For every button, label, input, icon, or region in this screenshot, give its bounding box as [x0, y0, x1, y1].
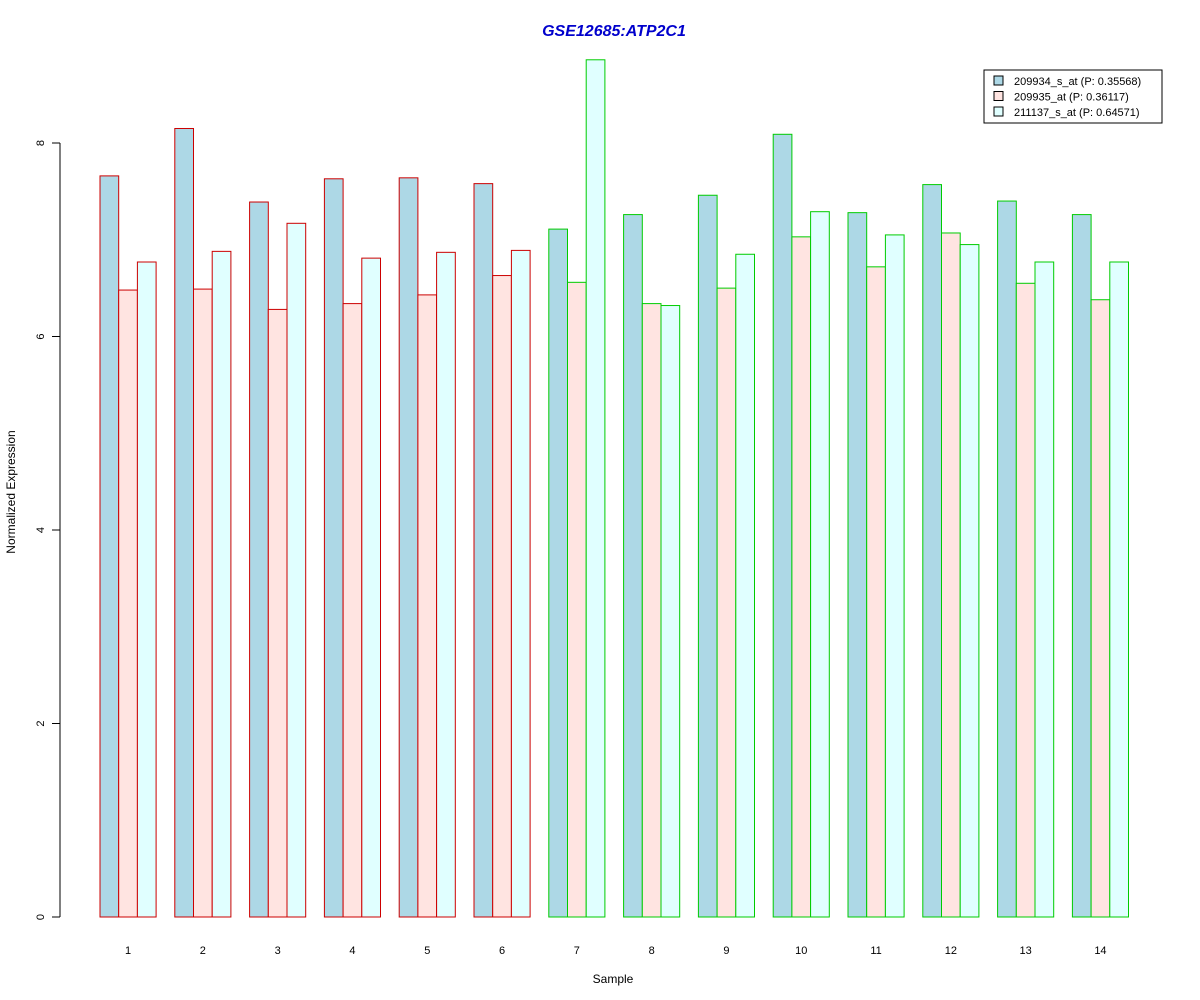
bar-sample-6-series-1: [473, 183, 494, 918]
bar-sample-3-series-3: [286, 222, 307, 918]
bar-sample-13-series-3: [1034, 261, 1055, 918]
y-axis: 0 2 4 6 8: [35, 140, 61, 920]
bar-sample-6-series-3: [510, 249, 531, 918]
legend-box: [983, 69, 1163, 124]
bar-sample-5-series-2: [417, 294, 438, 918]
x-tick-labels: 1 2 3 4 5 6 7 8 9 10 11 12 13 14: [125, 945, 1107, 957]
bar-sample-13-series-1: [997, 200, 1017, 918]
bar-sample-5-series-3: [436, 251, 456, 918]
y-tick-label: 2: [35, 720, 47, 726]
bar-sample-2-series-2: [193, 288, 213, 918]
bar-sample-2-series-3: [211, 250, 232, 918]
x-tick-label: 8: [649, 945, 655, 957]
bar-sample-9-series-3: [735, 253, 755, 918]
bar-sample-8-series-1: [623, 214, 643, 918]
x-tick-label: 10: [795, 945, 807, 957]
x-tick-label: 9: [723, 945, 729, 957]
bar-sample-12-series-1: [922, 184, 942, 918]
bar-sample-7-series-3: [585, 59, 606, 918]
bar-sample-14-series-3: [1109, 261, 1130, 918]
bar-sample-11-series-2: [866, 266, 886, 918]
bar-sample-8-series-3: [660, 305, 681, 918]
bar-sample-14-series-1: [1071, 214, 1092, 918]
bar-sample-4-series-1: [323, 178, 344, 918]
x-tick-label: 7: [574, 945, 580, 957]
bar-sample-3-series-2: [267, 308, 288, 918]
bar-sample-8-series-2: [641, 303, 662, 918]
bar-sample-12-series-3: [959, 244, 980, 918]
x-axis-label: Sample: [593, 972, 634, 986]
bar-sample-12-series-2: [941, 232, 961, 918]
bar-sample-7-series-1: [548, 228, 568, 918]
bar-sample-10-series-2: [791, 236, 812, 918]
bar-sample-10-series-1: [772, 133, 793, 918]
legend-item-label: 211137_s_at (P: 0.64571): [1014, 107, 1140, 119]
y-tick-label: 0: [35, 914, 47, 920]
bar-sample-11-series-3: [884, 234, 905, 918]
bar-sample-2-series-1: [174, 127, 195, 918]
bar-sample-9-series-1: [697, 194, 718, 918]
bar-sample-10-series-3: [810, 211, 830, 918]
legend-swatch: [993, 106, 1004, 117]
bars-group: [99, 59, 1130, 918]
x-tick-label: 5: [424, 945, 430, 957]
bar-sample-1-series-1: [99, 175, 120, 918]
x-tick-label: 13: [1020, 945, 1032, 957]
bar-sample-1-series-2: [118, 289, 138, 918]
legend-item-label: 209934_s_at (P: 0.35568): [1014, 76, 1141, 88]
legend-swatch: [993, 75, 1004, 86]
x-tick-label: 6: [499, 945, 505, 957]
y-axis-label: Normalized Expression: [4, 430, 18, 553]
y-tick-label: 4: [35, 527, 47, 533]
y-tick-label: 8: [35, 140, 47, 146]
y-tick-label: 6: [35, 333, 47, 339]
legend: 209934_s_at (P: 0.35568) 209935_at (P: 0.…: [983, 69, 1163, 124]
x-tick-label: 1: [125, 945, 131, 957]
bar-sample-5-series-1: [398, 177, 419, 918]
bar-sample-14-series-2: [1090, 299, 1111, 918]
bar-sample-3-series-1: [249, 201, 269, 918]
bar-sample-9-series-2: [716, 287, 737, 918]
bar-sample-6-series-2: [492, 275, 512, 918]
x-tick-label: 3: [275, 945, 281, 957]
legend-item-label: 209935_at (P: 0.36117): [1014, 92, 1129, 104]
x-tick-label: 2: [200, 945, 206, 957]
x-tick-label: 4: [349, 945, 355, 957]
x-tick-label: 12: [945, 945, 957, 957]
bar-sample-4-series-3: [361, 257, 381, 918]
x-tick-label: 11: [870, 945, 881, 957]
bar-sample-7-series-2: [567, 281, 587, 918]
chart-title: GSE12685:ATP2C1: [542, 23, 686, 40]
bar-sample-1-series-3: [136, 261, 157, 918]
bar-sample-4-series-2: [342, 303, 363, 918]
x-tick-label: 14: [1094, 945, 1106, 957]
bar-sample-11-series-1: [847, 212, 868, 918]
bar-sample-13-series-2: [1015, 282, 1036, 918]
legend-swatch: [993, 91, 1004, 101]
